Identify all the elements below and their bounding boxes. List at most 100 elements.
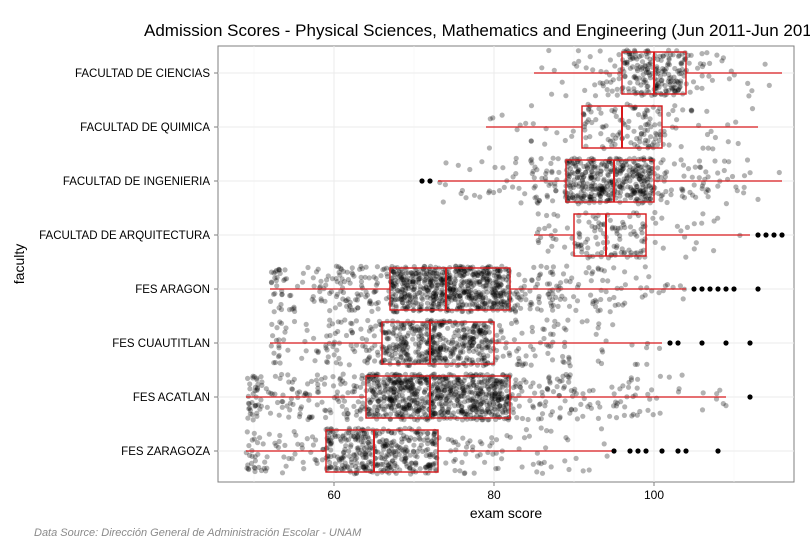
jitter-point xyxy=(734,188,740,194)
jitter-point xyxy=(579,172,585,178)
jitter-point xyxy=(625,184,631,190)
jitter-point xyxy=(299,445,305,451)
jitter-point xyxy=(675,68,681,74)
jitter-point xyxy=(592,182,598,188)
jitter-point xyxy=(410,281,416,287)
jitter-point xyxy=(658,174,664,180)
jitter-point xyxy=(459,459,465,465)
jitter-point xyxy=(646,164,652,170)
jitter-point xyxy=(431,268,437,274)
jitter-point xyxy=(560,353,566,360)
jitter-point xyxy=(247,405,253,411)
jitter-point xyxy=(276,343,282,349)
jitter-point xyxy=(654,131,660,138)
jitter-point xyxy=(427,269,433,275)
jitter-point xyxy=(632,160,638,166)
jitter-point xyxy=(631,74,637,80)
jitter-point xyxy=(679,186,685,192)
jitter-point xyxy=(589,183,595,189)
jitter-point xyxy=(590,186,596,192)
jitter-point xyxy=(689,174,695,180)
jitter-point xyxy=(477,279,483,285)
jitter-point xyxy=(599,190,605,196)
jitter-point xyxy=(666,55,672,61)
jitter-point xyxy=(487,278,493,284)
jitter-point xyxy=(538,425,544,431)
jitter-point xyxy=(463,195,469,201)
jitter-point xyxy=(607,217,613,223)
jitter-point xyxy=(657,73,664,79)
jitter-point xyxy=(335,328,341,335)
jitter-point xyxy=(345,296,351,302)
jitter-point xyxy=(511,337,517,343)
jitter-point xyxy=(461,335,467,341)
jitter-point xyxy=(452,280,458,286)
jitter-point xyxy=(691,182,697,188)
jitter-point xyxy=(531,175,537,181)
jitter-point xyxy=(262,459,268,465)
jitter-point xyxy=(568,185,574,191)
jitter-point xyxy=(610,77,616,83)
jitter-point xyxy=(332,305,338,311)
jitter-point xyxy=(579,172,585,178)
jitter-point xyxy=(642,197,648,203)
jitter-point xyxy=(433,293,439,299)
jitter-point xyxy=(598,110,604,116)
jitter-point xyxy=(634,196,640,203)
jitter-point xyxy=(452,276,458,282)
jitter-point xyxy=(601,176,607,182)
jitter-point xyxy=(470,271,476,277)
jitter-point xyxy=(381,406,387,412)
jitter-point xyxy=(621,250,627,256)
jitter-point xyxy=(656,137,662,144)
jitter-point xyxy=(414,408,420,414)
jitter-point xyxy=(492,294,498,300)
jitter-point xyxy=(433,291,439,297)
jitter-point xyxy=(632,190,639,196)
jitter-point xyxy=(691,246,697,252)
jitter-point xyxy=(641,247,647,253)
jitter-point xyxy=(615,302,621,308)
jitter-point xyxy=(624,133,630,139)
jitter-point xyxy=(564,225,571,231)
jitter-point xyxy=(451,291,457,297)
jitter-point xyxy=(667,79,673,85)
jitter-point xyxy=(584,181,591,187)
jitter-point xyxy=(609,107,615,114)
jitter-point xyxy=(412,460,419,466)
jitter-point xyxy=(497,280,503,286)
jitter-point xyxy=(611,243,617,249)
jitter-point xyxy=(429,301,435,307)
jitter-point xyxy=(264,404,270,410)
jitter-point xyxy=(348,444,354,450)
jitter-point xyxy=(483,329,489,335)
jitter-point xyxy=(514,361,520,368)
jitter-point xyxy=(559,79,565,85)
jitter-point xyxy=(433,332,439,338)
x-tick-label: 100 xyxy=(644,488,664,502)
jitter-point xyxy=(699,73,705,79)
jitter-point xyxy=(650,412,656,418)
jitter-point xyxy=(641,178,647,184)
jitter-point xyxy=(264,454,270,460)
jitter-point xyxy=(272,275,278,281)
jitter-point xyxy=(598,168,604,174)
jitter-point xyxy=(608,79,614,85)
jitter-point xyxy=(580,413,586,419)
jitter-point xyxy=(625,384,632,390)
jitter-point xyxy=(638,131,645,137)
jitter-point xyxy=(660,245,666,251)
jitter-point xyxy=(427,454,433,460)
jitter-point xyxy=(438,401,444,407)
jitter-point xyxy=(431,381,437,387)
jitter-point xyxy=(622,224,628,231)
jitter-point xyxy=(649,166,655,172)
jitter-point xyxy=(362,450,368,456)
jitter-point xyxy=(621,176,627,182)
jitter-point xyxy=(452,268,458,274)
jitter-point xyxy=(631,169,637,175)
jitter-point xyxy=(658,197,664,203)
jitter-point xyxy=(605,136,611,143)
jitter-point xyxy=(447,275,453,281)
jitter-point xyxy=(528,158,534,164)
